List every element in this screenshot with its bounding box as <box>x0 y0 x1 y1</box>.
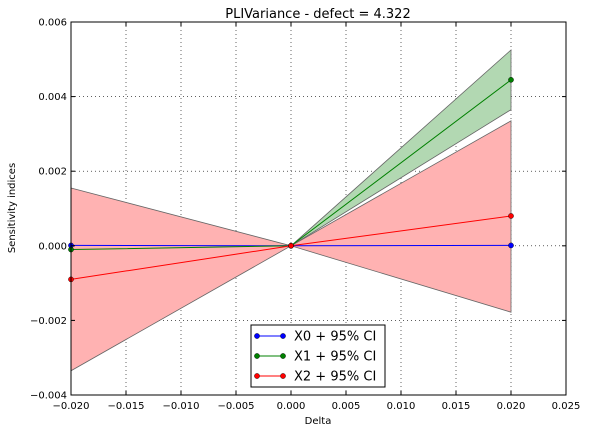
legend-label: X0 + 95% CI <box>294 330 376 345</box>
legend-marker <box>254 333 260 339</box>
x-axis-title: Delta <box>305 416 332 427</box>
x-tick-labels: −0.020 −0.015 −0.010 −0.005 0.000 0.005 0.010 0… <box>52 401 580 412</box>
x-tick-label: 0.005 <box>332 401 361 412</box>
y-tick-label: −0.002 <box>30 316 67 327</box>
x-tick-label: −0.005 <box>217 401 254 412</box>
data-point-series-2 <box>288 242 294 249</box>
y-tick-label: 0.006 <box>38 18 67 29</box>
x-tick-label: 0.025 <box>552 401 581 412</box>
x-tick-label: −0.020 <box>52 401 89 412</box>
y-tick-label: 0.002 <box>38 167 67 178</box>
x-tick-label: 0.015 <box>442 401 471 412</box>
legend-items: X0 + 95% CI X1 + 95% CI X2 + 95% CI <box>254 330 376 385</box>
series-points <box>68 77 514 283</box>
x-tick-label: 0.000 <box>277 401 306 412</box>
legend-marker <box>254 353 260 359</box>
legend-marker <box>280 353 286 359</box>
data-point-series-2 <box>508 213 514 219</box>
legend-marker <box>254 373 260 379</box>
y-tick-label: −0.004 <box>30 391 67 402</box>
x-tick-label: −0.015 <box>107 401 144 412</box>
legend-label: X2 + 95% CI <box>294 370 376 385</box>
x-tick-label: 0.010 <box>387 401 416 412</box>
x-tick-label: −0.010 <box>162 401 199 412</box>
legend-marker <box>280 333 286 339</box>
legend-label: X1 + 95% CI <box>294 350 376 365</box>
data-point-series-0 <box>508 242 514 249</box>
y-axis-title: Sensitivity indices <box>7 163 18 253</box>
x-tick-label: 0.020 <box>497 401 526 412</box>
y-tick-label: 0.004 <box>38 92 67 103</box>
y-tick-labels: −0.004 −0.002 0.000 0.002 0.004 0.006 <box>30 18 67 402</box>
axis-ticks <box>70 21 567 396</box>
legend-marker <box>280 373 286 379</box>
y-tick-label: 0.000 <box>38 241 67 252</box>
data-point-series-1 <box>508 77 514 83</box>
plot-frame <box>70 21 567 396</box>
plot-area <box>68 21 567 396</box>
legend: X0 + 95% CI X1 + 95% CI X2 + 95% CI <box>250 324 386 388</box>
chart-title: PLIVariance - defect = 4.322 <box>225 7 410 22</box>
